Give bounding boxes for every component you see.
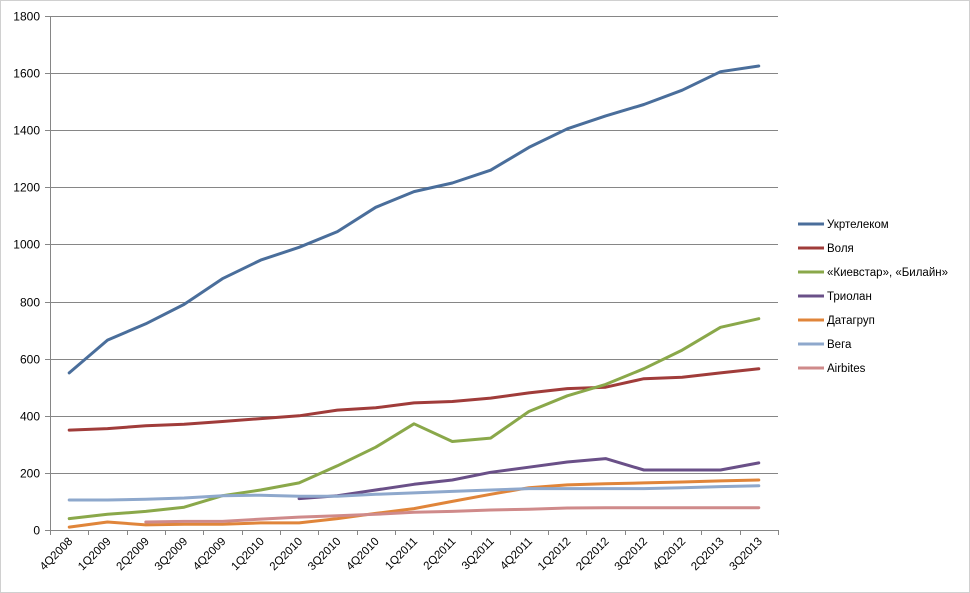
y-tick-label: 1800 — [13, 10, 40, 24]
legend-label: Airbites — [827, 363, 866, 375]
y-tick-label: 1600 — [13, 67, 40, 81]
legend-label: Датагруп — [827, 315, 875, 327]
y-tick-label: 1200 — [13, 181, 40, 195]
y-tick-label: 600 — [20, 353, 40, 367]
legend-label: Укртелеком — [827, 219, 889, 231]
series-line-2 — [67, 317, 761, 521]
legend-label: Воля — [827, 243, 854, 255]
y-tick-label: 1400 — [13, 124, 40, 138]
series-line-5 — [67, 484, 761, 502]
series-line-0 — [67, 64, 761, 375]
legend-label: Триолан — [827, 291, 872, 303]
y-tick-label: 200 — [20, 467, 40, 481]
legend-label: «Киевстар», «Билайн» — [827, 267, 948, 279]
y-tick-label: 400 — [20, 410, 40, 424]
legend-label: Вега — [827, 339, 852, 351]
y-tick-label: 0 — [33, 524, 40, 538]
series-line-6 — [144, 506, 761, 524]
series-line-1 — [67, 367, 761, 432]
series-line-4 — [67, 478, 761, 529]
series-line-3 — [297, 457, 761, 501]
y-tick-label: 800 — [20, 296, 40, 310]
y-tick-label: 1000 — [13, 238, 40, 252]
